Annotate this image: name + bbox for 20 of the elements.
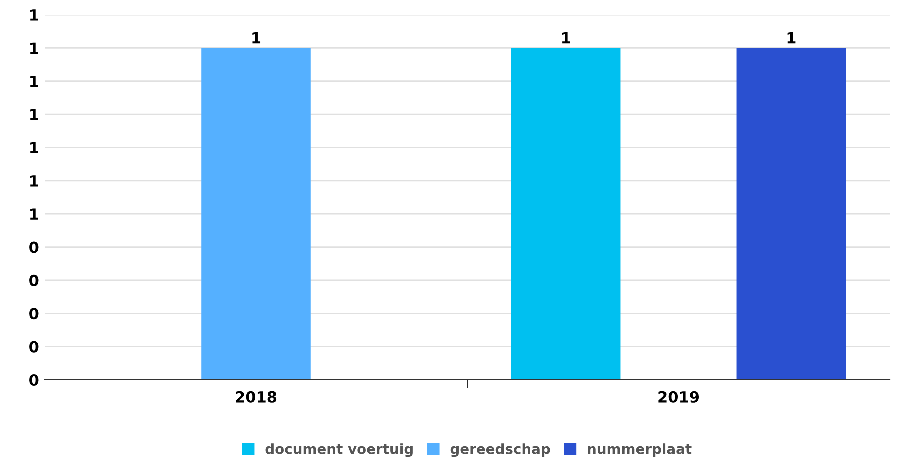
legend-label: nummerplaat xyxy=(588,444,692,458)
y-tick-label: 1 xyxy=(30,10,38,21)
y-tick-label: 1 xyxy=(30,176,38,187)
y-tick-label: 0 xyxy=(30,308,39,320)
y-tick-label: 0 xyxy=(30,374,39,386)
legend-label: gereedschap xyxy=(450,444,550,458)
y-tick-label: 1 xyxy=(30,76,38,88)
data-label: 1 xyxy=(562,32,570,44)
y-tick-label: 1 xyxy=(30,142,38,154)
y-tick-label: 0 xyxy=(30,274,39,286)
data-label: 1 xyxy=(252,32,261,44)
y-tick-label: 0 xyxy=(30,242,39,254)
legend-label: document voertuig xyxy=(266,444,413,458)
y-tick-label: 0 xyxy=(30,341,39,353)
y-tick-label: 1 xyxy=(30,208,38,220)
y-tick-label: 1 xyxy=(30,109,38,120)
data-label: 1 xyxy=(788,32,796,44)
y-tick-label: 1 xyxy=(30,42,38,54)
x-tick-label: 2019 xyxy=(658,391,700,403)
x-tick-label: 2018 xyxy=(236,391,277,403)
